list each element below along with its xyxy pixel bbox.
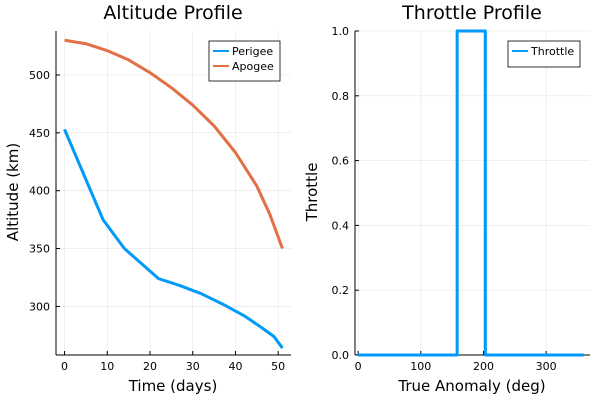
throttle-profile-panel: Throttle Profile True Anomaly (deg) Thro… xyxy=(303,2,590,395)
altitude-legend xyxy=(208,40,281,82)
throttle-legend xyxy=(507,40,581,68)
altitude-xlabel: Time (days) xyxy=(128,377,218,395)
throttle-y-tick-label: 0.6 xyxy=(332,155,350,168)
altitude-y-tick-label: 400 xyxy=(29,185,50,198)
throttle-series-throttle-line xyxy=(358,29,584,357)
throttle-y-tick-label: 0.0 xyxy=(332,349,350,362)
altitude-x-tick-label: 40 xyxy=(228,360,242,373)
altitude-x-tick-label: 0 xyxy=(61,360,68,373)
throttle-xlabel: True Anomaly (deg) xyxy=(397,377,545,395)
altitude-y-tick-label: 350 xyxy=(29,243,50,256)
altitude-y-tick-label: 450 xyxy=(29,127,50,140)
altitude-profile-panel: Altitude Profile Time (days) Altitude (k… xyxy=(4,2,291,395)
altitude-y-tick-label: 500 xyxy=(29,69,50,82)
throttle-x-tick-label: 100 xyxy=(410,360,431,373)
throttle-legend-label: Throttle xyxy=(530,45,574,58)
throttle-y-tick-label: 1.0 xyxy=(332,25,350,38)
altitude-series-apogee-line xyxy=(64,38,284,250)
altitude-series-perigee-line xyxy=(63,128,284,349)
altitude-legend-label: Perigee xyxy=(232,45,273,58)
altitude-title: Altitude Profile xyxy=(103,2,242,24)
altitude-legend-label: Apogee xyxy=(232,60,274,73)
throttle-y-tick-label: 0.8 xyxy=(332,90,350,103)
altitude-x-tick-label: 20 xyxy=(143,360,157,373)
throttle-x-tick-label: 0 xyxy=(355,360,362,373)
throttle-ylabel: Throttle xyxy=(303,163,321,223)
altitude-x-tick-label: 10 xyxy=(100,360,114,373)
throttle-x-tick-label: 200 xyxy=(473,360,494,373)
throttle-x-tick-label: 300 xyxy=(536,360,557,373)
altitude-ylabel: Altitude (km) xyxy=(4,143,22,241)
altitude-x-tick-label: 50 xyxy=(271,360,285,373)
altitude-y-tick-label: 300 xyxy=(29,300,50,313)
throttle-y-tick-label: 0.2 xyxy=(332,284,350,297)
throttle-title: Throttle Profile xyxy=(401,2,542,24)
throttle-y-tick-label: 0.4 xyxy=(332,219,350,232)
altitude-x-tick-label: 30 xyxy=(186,360,200,373)
